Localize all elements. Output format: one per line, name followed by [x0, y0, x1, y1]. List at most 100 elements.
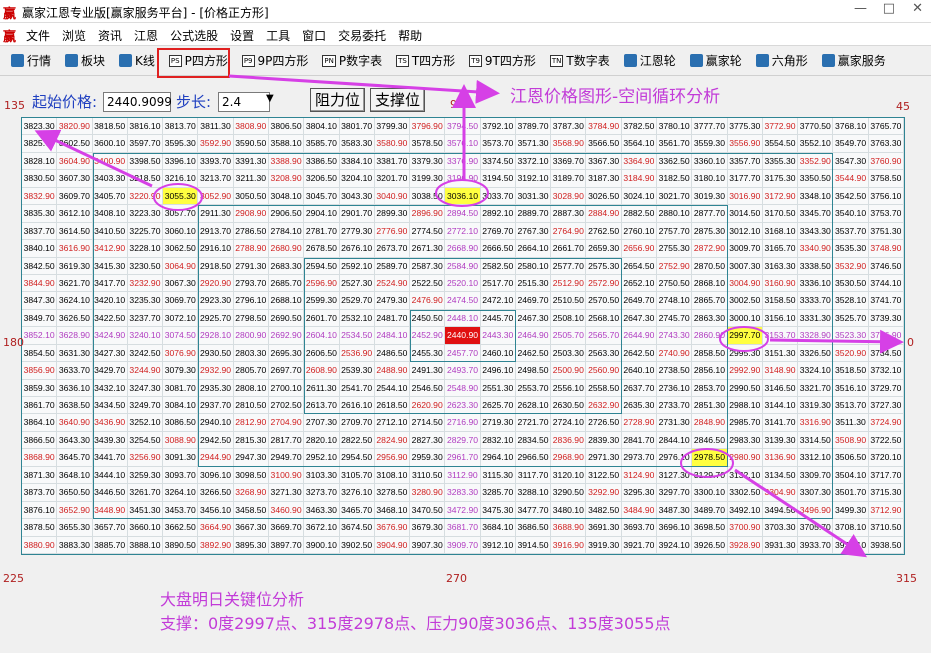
grid-cell: 3578.50 — [410, 135, 446, 153]
grid-cell: 3237.70 — [127, 309, 164, 328]
grid-cell: 3787.30 — [551, 118, 587, 136]
toolbar-label: 赢家轮 — [705, 54, 742, 68]
toolbar-button[interactable]: T9 9T四方形 — [466, 50, 539, 71]
grid-cell: 2923.30 — [198, 292, 234, 310]
menu-item[interactable]: 公式选股 — [170, 29, 219, 43]
grid-cell: 3705.70 — [798, 519, 834, 537]
grid-cell: 2844.10 — [657, 431, 693, 450]
grid-cell: 2649.70 — [621, 292, 658, 310]
grid-cell: 3782.50 — [621, 118, 658, 136]
analysis-title: 大盘明日关键位分析 — [160, 590, 305, 609]
grid-cell: 2896.90 — [410, 205, 446, 223]
title-bar: 赢 赢家江恩专业版[赢家服务平台] - [价格正方形] — □ ✕ — [0, 0, 931, 23]
support-button[interactable]: 支撑位 — [370, 88, 426, 112]
grid-cell: 2695.30 — [268, 344, 305, 363]
grid-cell: 3652.90 — [57, 501, 93, 520]
minimize-button[interactable]: — — [854, 1, 867, 16]
menu-item[interactable]: 设置 — [230, 29, 255, 43]
grid-cell: 3400.90 — [92, 152, 128, 171]
toolbar-button[interactable]: PN P数字表 — [319, 50, 385, 71]
grid-cell: 3808.90 — [233, 118, 269, 136]
grid-cell: 3031.30 — [515, 187, 552, 206]
toolbar-button[interactable]: K线 — [116, 50, 158, 71]
grid-cell: 2836.90 — [551, 431, 587, 450]
angle-label: 0 — [907, 336, 914, 349]
grid-cell: 2784.10 — [268, 222, 305, 241]
toolbar-button[interactable]: 板块 — [62, 50, 108, 71]
grid-cell: 2920.90 — [198, 274, 234, 293]
grid-cell: 3050.50 — [233, 187, 269, 206]
menu-item[interactable]: 交易委托 — [338, 29, 387, 43]
grid-cell: 3160.90 — [762, 274, 799, 293]
menu-item[interactable]: 窗口 — [302, 29, 327, 43]
grid-cell: 2587.30 — [410, 257, 446, 275]
grid-cell: 2512.90 — [551, 274, 587, 293]
angle-label: 135 — [4, 99, 25, 112]
toolbar-label: 9T四方形 — [484, 54, 536, 68]
toolbar-button[interactable]: 六角形 — [753, 50, 811, 71]
grid-cell: 2904.10 — [304, 205, 340, 223]
grid-cell: 2928.10 — [198, 327, 234, 345]
menu-item[interactable]: 资讯 — [98, 29, 123, 43]
grid-cell: 3422.50 — [92, 309, 128, 328]
grid-cell: 2479.30 — [374, 292, 411, 310]
grid-cell: 3710.50 — [868, 519, 904, 537]
select-arrow[interactable]: ▼ — [266, 93, 274, 104]
grid-cell: 2544.10 — [374, 379, 411, 398]
grid-cell: 2772.10 — [445, 222, 481, 241]
grid-cell: 3621.70 — [57, 274, 93, 293]
grid-cell: 2983.30 — [727, 431, 763, 450]
grid-cell: 3936.10 — [833, 536, 869, 554]
grid-cell: 3583.30 — [339, 135, 375, 153]
grid-cell: 3518.50 — [833, 362, 869, 380]
menu-item[interactable]: 文件 — [26, 29, 51, 43]
toolbar-button[interactable]: 赢家轮 — [687, 50, 745, 71]
grid-cell: 2541.70 — [339, 379, 375, 398]
grid-cell: 2786.50 — [233, 222, 269, 241]
grid-cell: 3180.10 — [692, 170, 728, 188]
toolbar-button[interactable]: PS P四方形 — [166, 50, 231, 71]
grid-cell: 3055.30 — [163, 187, 199, 206]
menu-item[interactable]: 浏览 — [62, 29, 87, 43]
toolbar-button[interactable]: TN T数字表 — [547, 50, 613, 71]
grid-cell: 2652.10 — [621, 274, 658, 293]
toolbar-button[interactable]: 江恩轮 — [621, 50, 679, 71]
step-select[interactable]: 2.4 — [218, 92, 270, 112]
menu-item[interactable]: 工具 — [266, 29, 291, 43]
grid-cell: 2613.70 — [304, 397, 340, 415]
start-input[interactable]: 2440.9099 — [103, 92, 172, 112]
grid-cell: 3352.90 — [798, 152, 834, 171]
grid-cell: 3199.30 — [410, 170, 446, 188]
grid-cell: 3364.90 — [621, 152, 658, 171]
grid-cell: 2800.90 — [233, 327, 269, 345]
grid-cell: 2745.70 — [657, 309, 693, 328]
grid-cell: 3772.90 — [762, 118, 799, 136]
grid-cell: 2671.30 — [410, 240, 446, 258]
grid-cell: 3878.50 — [22, 519, 58, 537]
toolbar-button[interactable]: 赢家服务 — [819, 50, 889, 71]
grid-cell: 2704.90 — [268, 414, 305, 432]
grid-cell: 3921.70 — [621, 536, 658, 554]
grid-cell: 3103.30 — [304, 466, 340, 485]
grid-cell: 3520.90 — [833, 344, 869, 363]
grid-cell: 2966.50 — [515, 449, 552, 467]
toolbar-button[interactable]: TS T四方形 — [393, 50, 458, 71]
close-button[interactable]: ✕ — [912, 1, 923, 16]
grid-cell: 3172.90 — [762, 187, 799, 206]
grid-cell: 2964.10 — [480, 449, 516, 467]
grid-cell: 3628.90 — [57, 327, 93, 345]
toolbar-button[interactable]: 行情 — [8, 50, 54, 71]
resistance-button[interactable]: 阻力位 — [310, 88, 366, 112]
toolbar-button[interactable]: P9 9P四方形 — [239, 50, 312, 71]
grid-cell: 3580.90 — [374, 135, 411, 153]
app-icon: 赢 — [3, 30, 17, 45]
toolbar-icon — [119, 54, 133, 67]
grid-cell: 2913.70 — [198, 222, 234, 241]
menu-item[interactable]: 江恩 — [134, 29, 159, 43]
maximize-button[interactable]: □ — [882, 1, 895, 16]
grid-cell: 2625.70 — [480, 397, 516, 415]
grid-cell: 3297.70 — [657, 484, 693, 502]
grid-cell: 3283.30 — [445, 484, 481, 502]
grid-cell: 3158.50 — [762, 292, 799, 310]
menu-item[interactable]: 帮助 — [398, 29, 423, 43]
